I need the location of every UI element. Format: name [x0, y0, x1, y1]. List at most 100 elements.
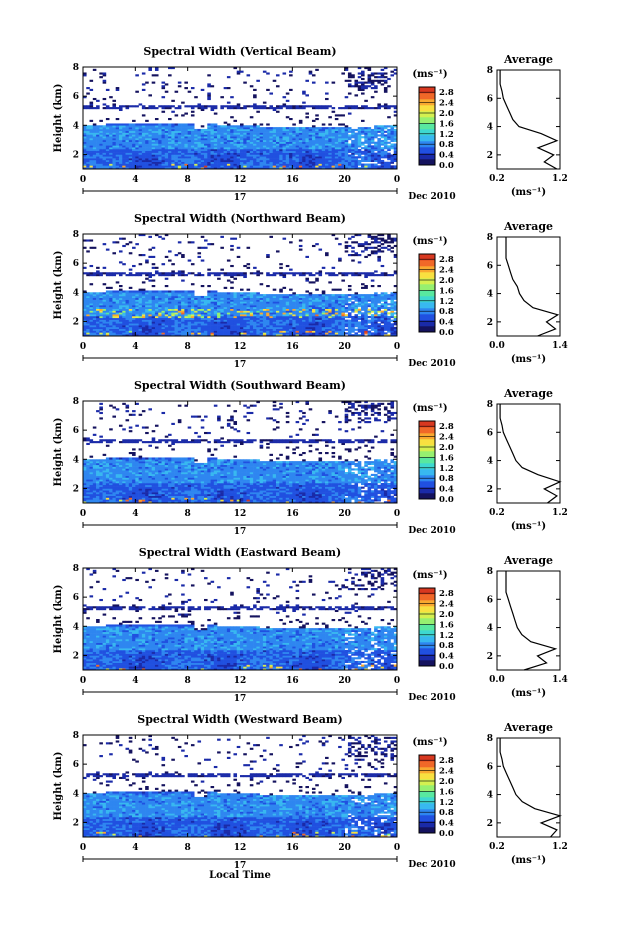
heatmap-cell: [217, 152, 221, 155]
heatmap-cell: [338, 167, 342, 170]
heatmap-cell: [220, 334, 224, 337]
heatmap-cell: [338, 127, 342, 130]
heatmap-cell: [351, 139, 355, 142]
heatmap-cell: [253, 315, 257, 319]
heatmap-cell: [128, 134, 133, 137]
heatmap-cell: [308, 312, 313, 315]
heatmap-cell: [151, 159, 156, 163]
heatmap-cell: [135, 161, 139, 164]
heatmap-cell: [148, 330, 152, 333]
heatmap-cell: [197, 314, 202, 317]
heatmap-cell: [256, 156, 260, 159]
heatmap-cell: [344, 125, 349, 128]
heatmap-cell: [174, 308, 179, 311]
heatmap-cell: [338, 159, 342, 163]
heatmap-cell: [141, 297, 146, 300]
heatmap-cell: [112, 323, 117, 326]
heatmap-cell: [236, 127, 241, 130]
heatmap-cell: [83, 167, 87, 170]
heatmap-cell: [272, 328, 277, 331]
heatmap-cell: [295, 301, 300, 304]
heatmap-cell: [289, 107, 293, 110]
heatmap-cell: [138, 130, 143, 133]
heatmap-cell: [240, 141, 244, 144]
heatmap-cell: [269, 159, 274, 163]
heatmap-cell: [279, 330, 283, 333]
heatmap-cell: [122, 294, 126, 297]
heatmap-cell: [256, 330, 260, 333]
heatmap-cell: [298, 334, 303, 337]
heatmap-cell: [308, 148, 313, 152]
heatmap-cell: [154, 123, 159, 126]
heatmap-cell: [351, 328, 355, 331]
heatmap-cell: [89, 128, 94, 132]
heatmap-cell: [357, 128, 362, 132]
heatmap-cell: [328, 310, 332, 313]
heatmap-cell: [187, 294, 192, 297]
heatmap-cell: [266, 136, 270, 139]
heatmap-cell: [361, 319, 365, 322]
heatmap-cell: [387, 163, 391, 166]
heatmap-cell: [125, 314, 130, 317]
heatmap-cell: [171, 299, 175, 302]
heatmap-cell: [86, 323, 90, 326]
heatmap-cell: [361, 323, 365, 326]
heatmap-cell: [249, 128, 254, 132]
heatmap-cell: [174, 107, 179, 110]
heatmap-cell: [168, 138, 172, 141]
heatmap-cell: [361, 92, 365, 95]
heatmap-cell: [233, 330, 238, 333]
heatmap-cell: [141, 292, 146, 295]
heatmap-cell: [164, 306, 169, 309]
heatmap-cell: [226, 165, 231, 168]
heatmap-cell: [187, 315, 192, 319]
heatmap-cell: [128, 308, 133, 311]
heatmap-cell: [92, 294, 97, 297]
heatmap-cell: [83, 136, 87, 139]
heatmap-cell: [230, 292, 234, 295]
heatmap-cell: [240, 295, 244, 299]
heatmap-cell: [289, 136, 293, 139]
heatmap-cell: [135, 128, 139, 132]
heatmap-cell: [282, 167, 287, 170]
heatmap-cell: [311, 136, 316, 139]
heatmap-cell: [132, 161, 136, 164]
heatmap-cell: [315, 141, 319, 144]
heatmap-cell: [292, 158, 296, 161]
heatmap-cell: [262, 334, 267, 337]
heatmap-cell: [145, 323, 149, 326]
heatmap-cell: [145, 306, 149, 309]
heatmap-cell: [174, 128, 179, 132]
heatmap-cell: [158, 305, 162, 308]
heatmap-cell: [109, 134, 113, 137]
heatmap-cell: [347, 321, 352, 324]
heatmap-cell: [223, 105, 228, 108]
heatmap-cell: [308, 310, 313, 313]
heatmap-cell: [151, 136, 156, 139]
heatmap-cell: [351, 334, 355, 337]
heatmap-cell: [190, 107, 195, 110]
heatmap-cell: [253, 306, 257, 309]
heatmap-cell: [364, 299, 368, 302]
heatmap-cell: [128, 105, 133, 108]
heatmap-cell: [305, 306, 309, 309]
heatmap-cell: [138, 145, 143, 148]
heatmap-cell: [383, 141, 388, 144]
heatmap-cell: [197, 134, 202, 137]
heatmap-cell: [361, 312, 365, 315]
heatmap-cell: [253, 132, 257, 135]
heatmap-cell: [357, 72, 362, 75]
heatmap-cell: [223, 312, 228, 315]
average-x-tick-label: 0.2: [489, 174, 505, 184]
heatmap-cell: [354, 325, 359, 328]
heatmap-cell: [141, 163, 146, 166]
heatmap-cell: [380, 314, 385, 317]
heatmap-cell: [217, 167, 221, 170]
heatmap-cell: [171, 165, 175, 168]
heatmap-cell: [351, 148, 355, 152]
heatmap-cell: [213, 305, 218, 308]
heatmap-cell: [387, 321, 391, 324]
heatmap-cell: [298, 161, 303, 164]
heatmap-cell: [321, 312, 326, 315]
heatmap-cell: [393, 150, 398, 153]
